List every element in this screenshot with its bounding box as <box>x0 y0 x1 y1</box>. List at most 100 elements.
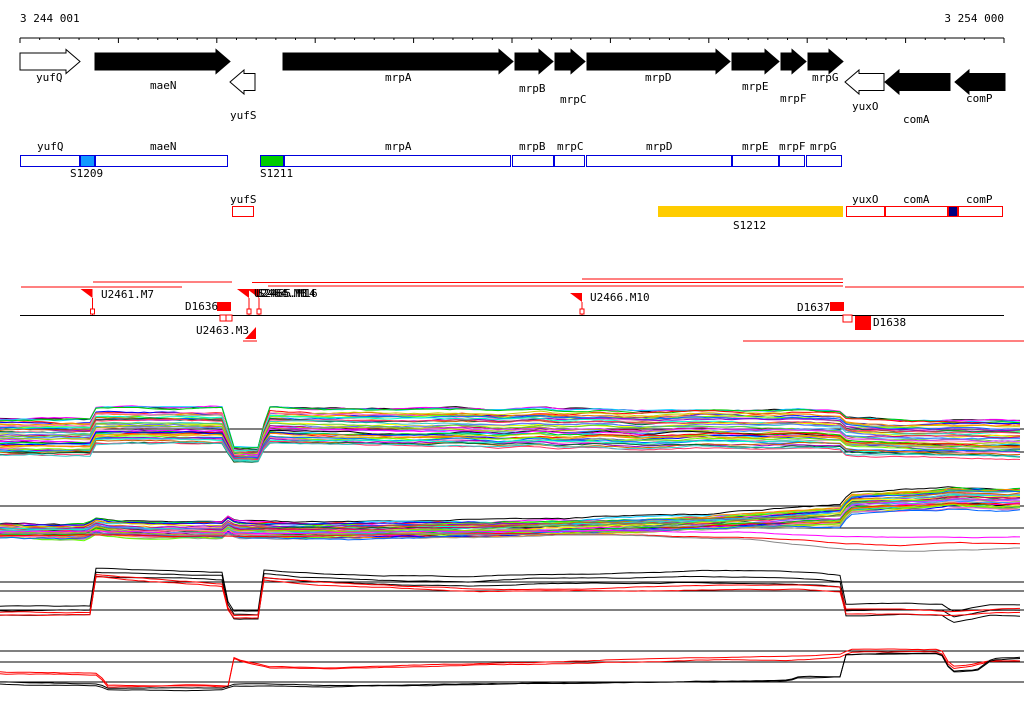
gene-arrow-comA[interactable] <box>884 68 951 96</box>
marker-label-U2463.M3: U2463.M3 <box>196 324 249 337</box>
flag-triangle[interactable] <box>570 293 582 302</box>
blue_track-box-mrpE[interactable] <box>732 155 779 167</box>
blue_track-box-mrpA[interactable] <box>284 155 511 167</box>
marker-overlap-label: U2465.M14 <box>256 287 316 300</box>
marker-box-above[interactable] <box>217 302 231 311</box>
marker-open-square <box>225 314 233 322</box>
red_track-label-S1212: S1212 <box>733 219 767 232</box>
panel-1-profile-line <box>0 430 1021 459</box>
blue_track-box-maeN[interactable] <box>95 155 228 167</box>
panel-2-outlier-line <box>0 532 1020 552</box>
marker-box-below[interactable] <box>855 316 871 330</box>
panel-2-outlier-line <box>0 532 1021 547</box>
gene-arrow-mrpA[interactable] <box>282 48 514 75</box>
blue_track-segment-S1211[interactable] <box>260 155 284 167</box>
blue_track-box-yufQ[interactable] <box>20 155 80 167</box>
blue_track-label-mrpG: mrpG <box>810 140 837 153</box>
panel-1-profile-line <box>0 422 1021 458</box>
gene-label-maeN: maeN <box>150 79 177 92</box>
gene-arrow-mrpD[interactable] <box>586 48 731 75</box>
marker-label-U2461.M7: U2461.M7 <box>101 288 154 301</box>
panel-2-profile-line <box>0 507 1021 541</box>
flag-triangle[interactable] <box>247 289 259 298</box>
gene-label-mrpC: mrpC <box>560 93 587 106</box>
region-end-coordinate: 3 254 000 <box>944 12 1004 25</box>
gene-arrow-yufS[interactable] <box>229 68 256 96</box>
blue_track-box-mrpD[interactable] <box>586 155 732 167</box>
gene-arrow-comP[interactable] <box>954 68 1006 96</box>
blue_track-box-mrpB[interactable] <box>512 155 554 167</box>
panel-1-profile-line <box>0 435 1021 460</box>
marker-triangle-below[interactable] <box>245 327 256 339</box>
red_track-box-yuxO[interactable] <box>846 206 885 217</box>
panel-4-trace <box>0 650 1020 688</box>
flag-triangle[interactable] <box>80 289 93 298</box>
gene-arrow-mrpE[interactable] <box>731 48 780 75</box>
blue_track-label-S1211: S1211 <box>260 167 294 180</box>
red_track-segment-S1212[interactable] <box>658 206 843 217</box>
panel-1-profile-line <box>0 438 1021 461</box>
marker-label-D1638: D1638 <box>873 316 907 329</box>
gene-arrow-mrpC[interactable] <box>554 48 586 75</box>
gene-label-mrpE: mrpE <box>742 80 769 93</box>
panel-3-trace <box>0 573 1021 617</box>
red_track-label-comP: comP <box>966 193 993 206</box>
red_track-box-yufS[interactable] <box>232 206 254 217</box>
blue_track-label-mrpF: mrpF <box>779 140 806 153</box>
panel-3-trace <box>0 571 1021 618</box>
gene-arrow-mrpB[interactable] <box>514 48 554 75</box>
panel-3-trace <box>0 575 1021 623</box>
marker-overlap-label: U2464.M8 <box>254 287 307 300</box>
marker-label-U2466.M10: U2466.M10 <box>590 291 650 304</box>
gene-arrow-yufQ[interactable] <box>19 48 81 75</box>
flag-base-square <box>256 308 262 315</box>
panel-1-profile-line <box>0 422 1021 455</box>
marker-open-square <box>219 314 227 322</box>
panel-3-trace <box>0 576 1021 619</box>
red_track-box-comA[interactable] <box>885 206 948 217</box>
flag-base-square <box>579 308 585 315</box>
panel-4-trace <box>0 652 1021 692</box>
flag-base-square <box>90 308 95 315</box>
region-start-coordinate: 3 244 001 <box>20 12 80 25</box>
blue_track-label-mrpC: mrpC <box>557 140 584 153</box>
blue_track-segment-S1209[interactable] <box>80 155 95 167</box>
marker-open-step <box>842 314 853 323</box>
marker-box-above[interactable] <box>830 302 844 311</box>
blue_track-label-yufQ: yufQ <box>37 140 64 153</box>
gene-arrow-mrpG[interactable] <box>807 48 844 75</box>
blue_track-box-mrpF[interactable] <box>779 155 805 167</box>
gene-label-comP: comP <box>966 92 993 105</box>
blue_track-box-mrpC[interactable] <box>554 155 585 167</box>
gene-arrow-mrpF[interactable] <box>780 48 807 75</box>
marker-overlap-label: S2465.M16 <box>258 287 318 300</box>
marker-label-D1636: D1636 <box>185 300 219 313</box>
panel-4-trace <box>0 653 1021 689</box>
red_track-segment[interactable] <box>948 206 958 217</box>
gene-label-yufQ: yufQ <box>36 71 63 84</box>
blue_track-label-maeN: maeN <box>150 140 177 153</box>
flag-triangle[interactable] <box>237 289 249 298</box>
panel-1-profile-line <box>0 431 1021 460</box>
red_track-label-comA: comA <box>903 193 930 206</box>
blue_track-label-mrpD: mrpD <box>646 140 673 153</box>
gene-label-yufS: yufS <box>230 109 257 122</box>
blue_track-label-mrpE: mrpE <box>742 140 769 153</box>
blue_track-label-S1209: S1209 <box>70 167 104 180</box>
panel-1-profile-line <box>0 406 1021 449</box>
gene-label-mrpG: mrpG <box>812 71 839 84</box>
marker-label-D1637: D1637 <box>797 301 831 314</box>
blue_track-box-mrpG[interactable] <box>806 155 842 167</box>
blue_track-label-mrpA: mrpA <box>385 140 412 153</box>
panel-1-profile-line <box>0 441 1021 462</box>
gene-arrow-maeN[interactable] <box>94 48 231 75</box>
gene-label-yuxO: yuxO <box>852 100 879 113</box>
panel-3-trace <box>0 567 1021 612</box>
panel-2-outlier-line <box>0 529 1021 539</box>
red_track-label-yuxO: yuxO <box>852 193 879 206</box>
gene-arrow-yuxO[interactable] <box>844 68 885 96</box>
red_track-box-comP[interactable] <box>958 206 1003 217</box>
panel-1-profile-line <box>0 418 1021 454</box>
